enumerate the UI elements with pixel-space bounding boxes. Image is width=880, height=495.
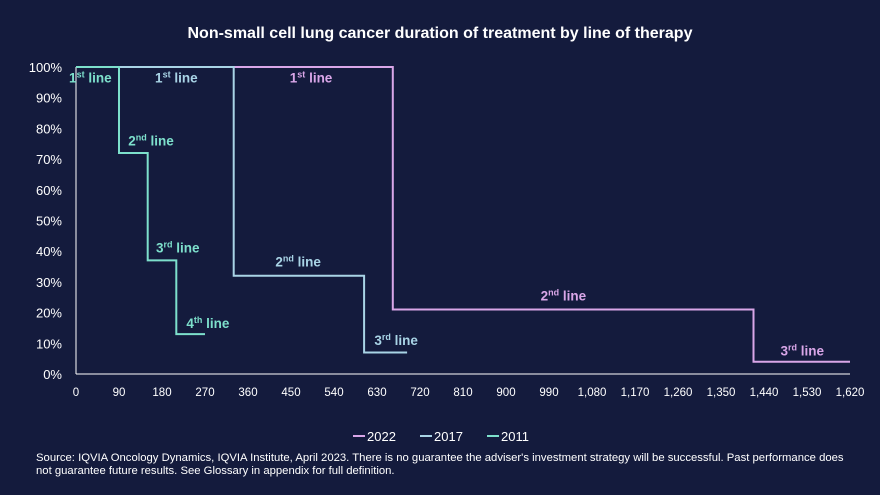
x-tick-label: 540 (324, 387, 343, 399)
x-tick-label: 720 (410, 387, 429, 399)
x-tick-label: 630 (367, 387, 386, 399)
x-tick-label: 810 (453, 387, 472, 399)
line-annotation: 2nd line (275, 254, 321, 270)
line-annotation: 3rd line (780, 343, 824, 359)
x-tick-label: 1,170 (621, 387, 650, 399)
x-tick-label: 1,080 (578, 387, 607, 399)
x-tick-label: 0 (73, 387, 79, 399)
line-annotation: 1st line (155, 69, 198, 85)
line-annotation: 1st line (69, 69, 112, 85)
y-tick-label: 20% (36, 306, 62, 321)
legend-label-2011: 2011 (501, 429, 529, 444)
series-line-2011 (76, 66, 205, 336)
x-tick-label: 1,530 (793, 387, 822, 399)
line-annotations: 1st line 2nd line 3rd line 1st line 2nd line… (69, 69, 824, 358)
y-tick-label: 30% (36, 275, 62, 290)
x-tick-label: 1,350 (707, 387, 736, 399)
x-tick-label: 450 (281, 387, 300, 399)
chart-title: Non-small cell lung cancer duration of t… (188, 25, 693, 42)
line-annotation: 2nd line (541, 287, 587, 303)
series-line-2022 (233, 66, 850, 363)
legend-label-2017: 2017 (434, 429, 463, 444)
y-tick-label: 100% (29, 60, 63, 75)
line-annotation: 3rd line (374, 332, 418, 348)
line-annotation: 3rd line (156, 240, 200, 256)
x-tick-label: 1,440 (750, 387, 779, 399)
line-annotation: 2nd line (128, 132, 174, 148)
x-tick-label: 90 (113, 387, 126, 399)
x-tick-label: 180 (152, 387, 171, 399)
x-tick-label: 270 (195, 387, 214, 399)
x-tick-label: 990 (539, 387, 558, 399)
y-tick-label: 80% (36, 121, 62, 136)
x-tick-labels: 0 90 180 270 360 450 540 630 720 810 900 990 1,080 1,… (73, 387, 865, 399)
y-tick-label: 50% (36, 214, 62, 229)
y-tick-label: 70% (36, 152, 62, 167)
legend: 2022 2017 2011 (353, 429, 529, 444)
series-line-2017 (119, 66, 408, 354)
y-tick-labels: 0% 10% 20% 30% 40% 50% 60% 70% 80% 90% 100% (29, 60, 63, 382)
series-lines (76, 66, 850, 363)
source-note: Source: IQVIA Oncology Dynamics, IQVIA I… (36, 452, 844, 477)
line-annotation: 1st line (290, 69, 333, 85)
y-tick-label: 40% (36, 244, 62, 259)
x-tick-label: 900 (496, 387, 515, 399)
x-tick-label: 360 (238, 387, 257, 399)
y-tick-label: 10% (36, 336, 62, 351)
x-tick-label: 1,620 (836, 387, 865, 399)
legend-label-2022: 2022 (367, 429, 396, 444)
y-tick-label: 0% (43, 367, 62, 382)
y-tick-label: 60% (36, 183, 62, 198)
x-tick-label: 1,260 (664, 387, 693, 399)
line-annotation: 4th line (186, 315, 230, 331)
y-tick-label: 90% (36, 91, 62, 106)
